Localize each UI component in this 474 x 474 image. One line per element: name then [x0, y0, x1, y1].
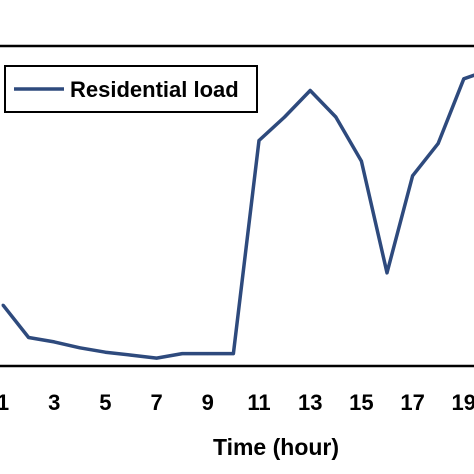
data-point: [308, 89, 312, 92]
data-point: [129, 353, 133, 357]
x-tick-label: 3: [48, 390, 60, 415]
data-point: [257, 139, 261, 142]
data-point: [385, 271, 389, 275]
legend-label: Residential load: [70, 77, 239, 102]
series-layer: [1, 73, 474, 360]
x-tick-label: 13: [298, 390, 322, 415]
data-point: [78, 346, 82, 350]
x-tick-label: 19: [452, 390, 474, 415]
data-point: [103, 350, 107, 354]
x-tick-label: 1: [0, 390, 9, 415]
data-point: [462, 77, 466, 81]
x-tick-label: 17: [400, 390, 424, 415]
data-point: [334, 115, 338, 119]
data-point: [180, 352, 184, 356]
x-tick-label: 5: [99, 390, 111, 415]
data-point: [359, 159, 363, 163]
plot-frame: [0, 44, 474, 368]
data-point: [436, 141, 440, 145]
x-tick-label: 9: [202, 390, 214, 415]
x-axis-ticks: 1 3 5 7 9 11 13 15 17 19: [0, 390, 474, 415]
x-axis-title: Time (hour): [213, 434, 339, 460]
data-point: [52, 340, 56, 344]
data-point: [231, 352, 235, 356]
data-point: [206, 352, 210, 356]
x-tick-label: 7: [150, 390, 162, 415]
legend: Residential load: [4, 65, 258, 113]
series-line: [1, 73, 474, 360]
data-point: [27, 336, 31, 339]
data-point: [283, 115, 287, 119]
data-point: [411, 174, 415, 178]
data-point: [155, 356, 159, 360]
x-tick-label: 11: [247, 390, 270, 415]
data-point: [1, 303, 5, 307]
legend-box: [4, 65, 258, 113]
x-tick-label: 15: [349, 390, 373, 415]
